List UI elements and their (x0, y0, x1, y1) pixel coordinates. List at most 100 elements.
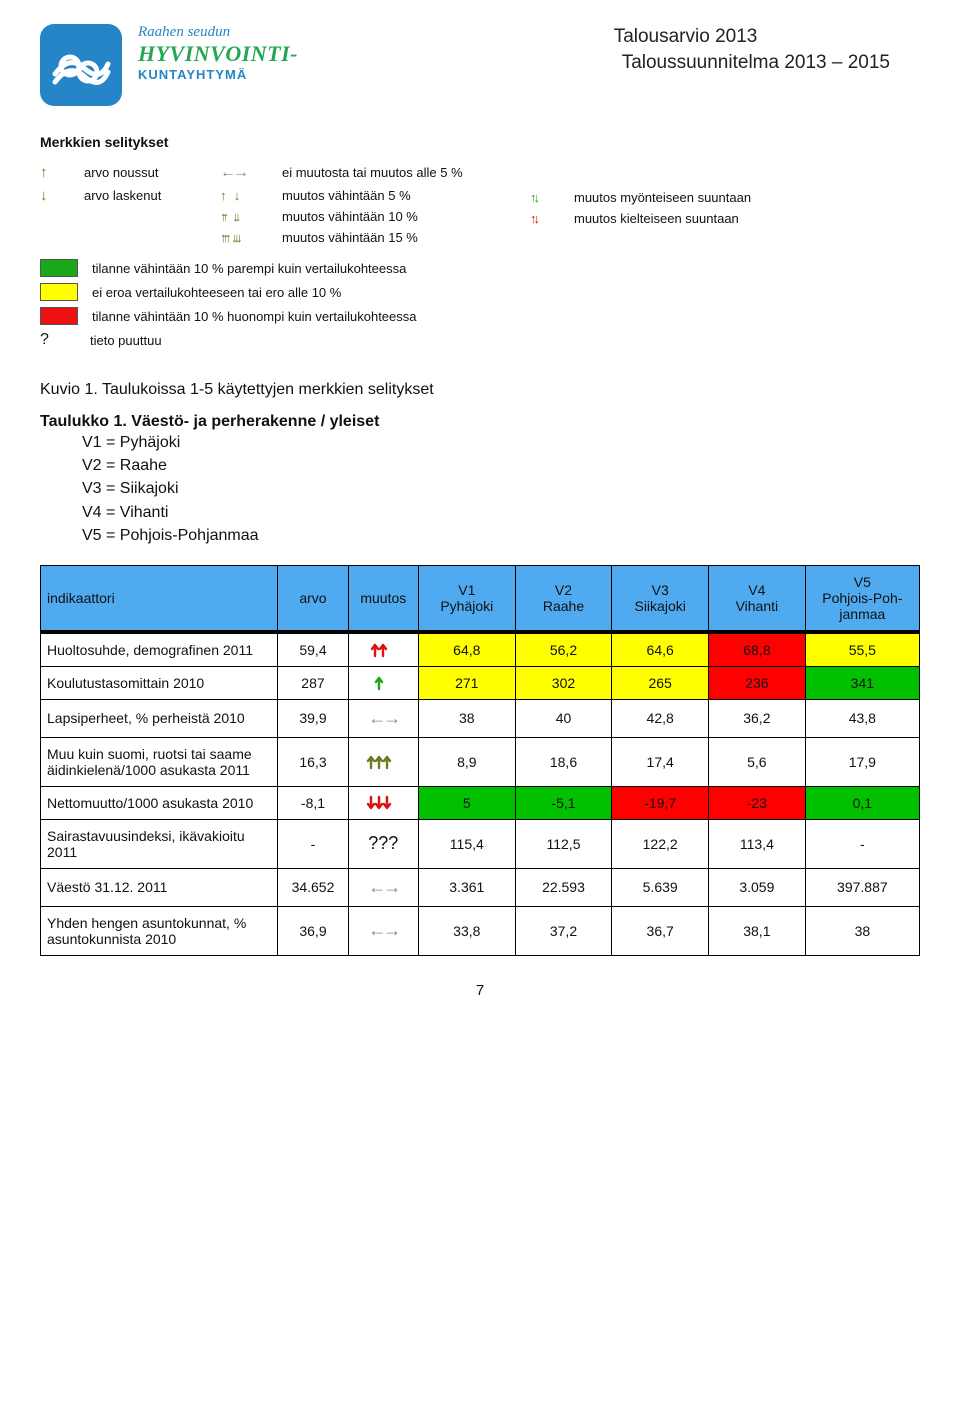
legend-row: ↑↑↑ ↓↓↓ muutos vähintään 15 % (220, 230, 500, 245)
doc-title-line2: Taloussuunnitelma 2013 – 2015 (622, 50, 890, 76)
green-arrows-icon: ↑↓ (530, 190, 564, 205)
comparison-cell: 56,2 (515, 632, 612, 667)
table-caption-text: Taulukko 1. Väestö- ja perherakenne / yl… (40, 413, 379, 430)
comparison-cell: 397.887 (805, 868, 919, 906)
arrows-5pct-icon: ↑ ↓ (220, 188, 272, 203)
comparison-cell: 8,9 (418, 737, 515, 786)
comparison-cell: 271 (418, 666, 515, 699)
table-body: Huoltosuhde, demografinen 201159,464,856… (41, 632, 920, 956)
legend-text: muutos myönteiseen suuntaan (574, 190, 751, 205)
value-cell: 34.652 (278, 868, 348, 906)
value-cell: - (278, 819, 348, 868)
key-line: V3 = Siikajoki (82, 477, 920, 500)
change-cell: ??? (348, 819, 418, 868)
legend-text: muutos vähintään 10 % (282, 209, 418, 224)
comparison-cell: 40 (515, 699, 612, 737)
legend-row: ←→ ei muutosta tai muutos alle 5 % (220, 164, 500, 182)
comparison-cell: -5,1 (515, 786, 612, 819)
comparison-cell: 341 (805, 666, 919, 699)
question-icon: ? (40, 331, 76, 349)
legend-row: tilanne vähintään 10 % parempi kuin vert… (40, 259, 920, 277)
column-key-list: V1 = Pyhäjoki V2 = Raahe V3 = Siikajoki … (82, 431, 920, 547)
table-header-cell: arvo (278, 565, 348, 632)
comparison-cell: 5 (418, 786, 515, 819)
legend-row: ? tieto puuttuu (40, 331, 920, 349)
key-line: V2 = Raahe (82, 454, 920, 477)
table-row: Sairastavuusindeksi, ikävakioitu 2011-??… (41, 819, 920, 868)
table-row: Nettomuutto/1000 asukasta 2010-8,15-5,1-… (41, 786, 920, 819)
value-cell: 16,3 (278, 737, 348, 786)
legend-heading: Merkkien selitykset (40, 134, 920, 150)
legend-row: ↑↑ ↓↓ muutos vähintään 10 % (220, 209, 500, 224)
legend-text: tieto puuttuu (90, 333, 162, 348)
table-header-cell: V1Pyhäjoki (418, 565, 515, 632)
swatch-red-icon (40, 307, 78, 325)
legend-text: muutos vähintään 15 % (282, 230, 418, 245)
arrows-15pct-icon: ↑↑↑ ↓↓↓ (220, 230, 272, 245)
change-cell (348, 632, 418, 667)
key-line: V4 = Vihanti (82, 501, 920, 524)
comparison-cell: 38,1 (709, 906, 806, 955)
change-cell: ←→ (348, 906, 418, 955)
logo-line3: KUNTAYHTYMÄ (138, 67, 298, 82)
comparison-cell: 115,4 (418, 819, 515, 868)
comparison-cell: 0,1 (805, 786, 919, 819)
indicator-cell: Lapsiperheet, % perheistä 2010 (41, 699, 278, 737)
page-header: Raahen seudun HYVINVOINTI- KUNTAYHTYMÄ T… (40, 24, 920, 106)
data-table: indikaattoriarvomuutosV1PyhäjokiV2RaaheV… (40, 565, 920, 956)
indicator-cell: Huoltosuhde, demografinen 2011 (41, 632, 278, 667)
table-header-cell: V3Siikajoki (612, 565, 709, 632)
change-cell: ←→ (348, 699, 418, 737)
doc-title-line1: Talousarvio 2013 (614, 24, 890, 50)
table-header-cell: muutos (348, 565, 418, 632)
comparison-cell: 64,6 (612, 632, 709, 667)
legend-row: ↑ ↓ muutos vähintään 5 % (220, 188, 500, 203)
arrow-up-icon: ↑ (40, 164, 74, 181)
comparison-cell: 17,9 (805, 737, 919, 786)
legend-columns: ↑ arvo noussut ↓ arvo laskenut ←→ ei muu… (40, 164, 920, 245)
table-row: Väestö 31.12. 201134.652←→3.36122.5935.6… (41, 868, 920, 906)
legend-col-2: ←→ ei muutosta tai muutos alle 5 % ↑ ↓ m… (220, 164, 500, 245)
comparison-cell: 5,6 (709, 737, 806, 786)
comparison-cell: - (805, 819, 919, 868)
value-cell: 39,9 (278, 699, 348, 737)
arrow-down-icon: ↓ (40, 187, 74, 204)
comparison-cell: 17,4 (612, 737, 709, 786)
table-row: Yhden hengen asuntokunnat, % asuntokunni… (41, 906, 920, 955)
table-header-cell: indikaattori (41, 565, 278, 632)
legend-row: ↓ arvo laskenut (40, 187, 190, 204)
comparison-cell: 33,8 (418, 906, 515, 955)
legend-text: tilanne vähintään 10 % parempi kuin vert… (92, 261, 406, 276)
indicator-cell: Väestö 31.12. 2011 (41, 868, 278, 906)
table-caption: Taulukko 1. Väestö- ja perherakenne / yl… (40, 413, 920, 431)
value-cell: -8,1 (278, 786, 348, 819)
table-header-row: indikaattoriarvomuutosV1PyhäjokiV2RaaheV… (41, 565, 920, 632)
logo-text: Raahen seudun HYVINVOINTI- KUNTAYHTYMÄ (138, 24, 298, 82)
comparison-cell: 37,2 (515, 906, 612, 955)
page-number: 7 (40, 982, 920, 999)
logo-line2: HYVINVOINTI- (138, 41, 298, 67)
swatch-yellow-icon (40, 283, 78, 301)
red-arrows-icon: ↑↓ (530, 211, 564, 226)
legend-row: ↑↓ muutos myönteiseen suuntaan (530, 190, 751, 205)
comparison-cell: 22.593 (515, 868, 612, 906)
table-header-cell: V2Raahe (515, 565, 612, 632)
table-row: Huoltosuhde, demografinen 201159,464,856… (41, 632, 920, 667)
comparison-cell: 18,6 (515, 737, 612, 786)
table-header-cell: V4Vihanti (709, 565, 806, 632)
comparison-cell: 3.361 (418, 868, 515, 906)
change-cell: ←→ (348, 868, 418, 906)
table-row: Koulutustasomittain 20102872713022652363… (41, 666, 920, 699)
legend-text: arvo noussut (84, 165, 158, 180)
value-cell: 59,4 (278, 632, 348, 667)
comparison-cell: -19,7 (612, 786, 709, 819)
table-row: Lapsiperheet, % perheistä 201039,9←→3840… (41, 699, 920, 737)
legend-row: tilanne vähintään 10 % huonompi kuin ver… (40, 307, 920, 325)
legend-text: muutos kielteiseen suuntaan (574, 211, 739, 226)
comparison-cell: 113,4 (709, 819, 806, 868)
document-title: Talousarvio 2013 Taloussuunnitelma 2013 … (614, 24, 920, 75)
comparison-cell: 43,8 (805, 699, 919, 737)
legend-text: ei muutosta tai muutos alle 5 % (282, 165, 463, 181)
lr-arrows-icon: ←→ (220, 164, 272, 182)
value-cell: 36,9 (278, 906, 348, 955)
